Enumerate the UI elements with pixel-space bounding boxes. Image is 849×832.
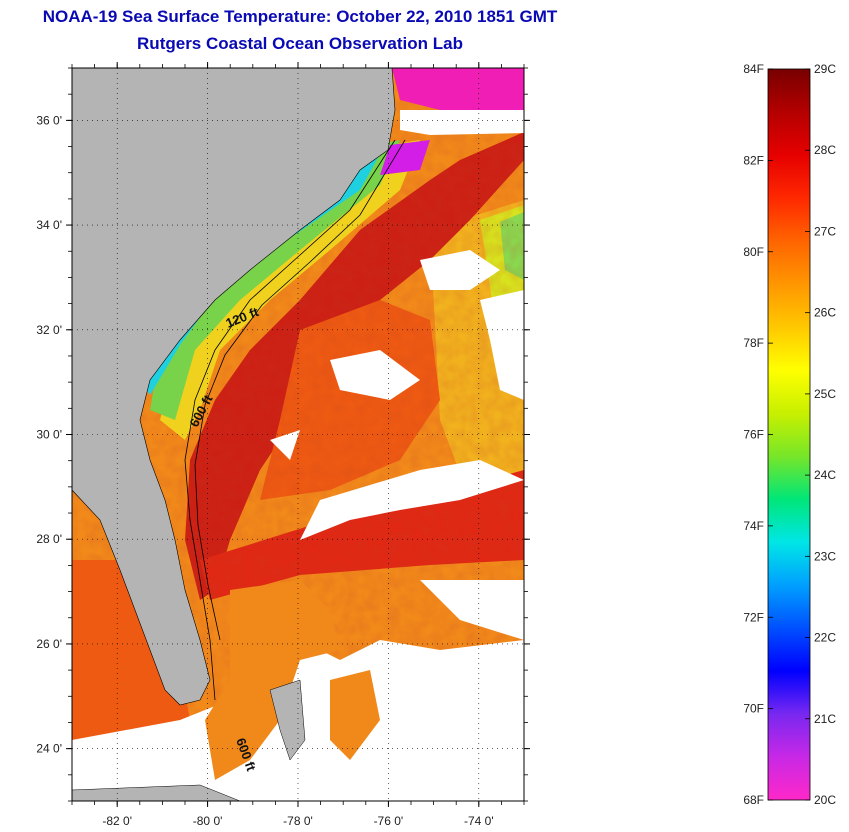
colorbar-celsius-label: 20C [814, 793, 836, 807]
colorbar-celsius-label: 26C [814, 306, 836, 320]
map-title: NOAA-19 Sea Surface Temperature: October… [42, 7, 558, 26]
colorbar-fahrenheit-label: 68F [743, 793, 764, 807]
lat-tick-label: 28 0' [36, 532, 62, 546]
colorbar-fahrenheit-label: 76F [743, 428, 764, 442]
colorbar-labels: 29C 28C 27C 26C 25C 24C 23C 22C 21C 20C 84F 82F 80F 7… [743, 62, 836, 807]
colorbar-celsius-label: 22C [814, 631, 836, 645]
lat-tick-label: 36 0' [36, 113, 62, 127]
lat-tick-label: 26 0' [36, 637, 62, 651]
lat-tick-label: 32 0' [36, 323, 62, 337]
lon-tick-label: -80 0' [193, 814, 223, 828]
colorbar-celsius-label: 25C [814, 387, 836, 401]
colorbar-fahrenheit-label: 82F [743, 153, 764, 167]
colorbar-fahrenheit-label: 78F [743, 336, 764, 350]
andros-island [269, 679, 306, 761]
axis-ticks: -82 0' -80 0' -78 0' -76 0' -74 0' 24 0' 26 0'… [36, 62, 530, 828]
lon-tick-label: -74 0' [464, 814, 494, 828]
land-mass [72, 68, 396, 706]
map-subtitle: Rutgers Coastal Ocean Observation Lab [137, 34, 463, 53]
lon-tick-label: -78 0' [283, 814, 313, 828]
bahamas-east-sst [330, 670, 380, 760]
shelf-band-yellow [160, 140, 420, 440]
colorbar-fahrenheit-label: 72F [743, 610, 764, 624]
lat-tick-label: 30 0' [36, 428, 62, 442]
colorbar-fahrenheit-label: 84F [743, 62, 764, 76]
colorbar-celsius-label: 28C [814, 143, 836, 157]
colorbar-celsius-label: 21C [814, 712, 836, 726]
lon-tick-label: -82 0' [102, 814, 132, 828]
isobath-120ft [184, 139, 396, 701]
bahamas-banks-sst [205, 580, 340, 780]
colorbar-fahrenheit-label: 74F [743, 519, 764, 533]
colorbar-celsius-label: 24C [814, 468, 836, 482]
cold-water-sound [380, 140, 430, 175]
lon-tick-label: -76 0' [374, 814, 404, 828]
colorbar-celsius-label: 23C [814, 549, 836, 563]
colorbar-celsius-label: 27C [814, 224, 836, 238]
colorbar-celsius-label: 29C [814, 62, 836, 76]
isobath-600ft [194, 139, 406, 641]
lat-tick-label: 24 0' [36, 742, 62, 756]
colorbar-gradient [767, 68, 811, 801]
colorbar-fahrenheit-label: 70F [743, 702, 764, 716]
colorbar-fahrenheit-label: 80F [743, 245, 764, 259]
shelf-band-green [150, 140, 400, 420]
cuba-coast [72, 784, 241, 801]
colorbar: 29C 28C 27C 26C 25C 24C 23C 22C 21C 20C 84F 82F 80F 7… [743, 62, 836, 807]
cold-water-north [392, 68, 524, 110]
grid-lines [72, 68, 524, 801]
lat-tick-label: 34 0' [36, 218, 62, 232]
